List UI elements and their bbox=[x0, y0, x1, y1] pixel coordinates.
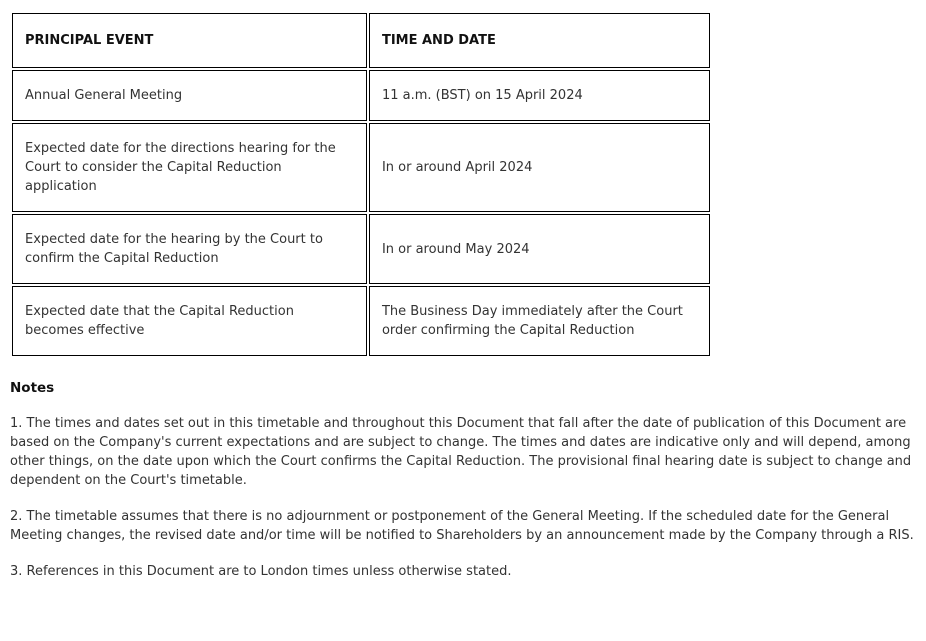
notes-section: Notes 1. The times and dates set out in … bbox=[10, 379, 916, 581]
table-row: Expected date for the hearing by the Cou… bbox=[12, 214, 710, 284]
column-header-time-and-date: TIME AND DATE bbox=[368, 13, 710, 68]
timetable-table: PRINCIPAL EVENT TIME AND DATE Annual Gen… bbox=[10, 11, 712, 358]
notes-heading: Notes bbox=[10, 380, 55, 396]
table-row: Annual General Meeting 11 a.m. (BST) on … bbox=[12, 70, 710, 121]
event-cell: Expected date that the Capital Reduction… bbox=[12, 286, 367, 356]
column-header-principal-event: PRINCIPAL EVENT bbox=[12, 13, 367, 68]
note-item-2: 2. The timetable assumes that there is n… bbox=[10, 509, 914, 543]
table-header-row: PRINCIPAL EVENT TIME AND DATE bbox=[12, 13, 710, 68]
note-item-1: 1. The times and dates set out in this t… bbox=[10, 416, 912, 488]
table-row: Expected date that the Capital Reduction… bbox=[12, 286, 710, 356]
time-cell: 11 a.m. (BST) on 15 April 2024 bbox=[368, 70, 710, 121]
table-row: Expected date for the directions hearing… bbox=[12, 123, 710, 212]
time-cell: The Business Day immediately after the C… bbox=[368, 286, 710, 356]
time-cell: In or around May 2024 bbox=[368, 214, 710, 284]
time-cell: In or around April 2024 bbox=[368, 123, 710, 212]
event-cell: Annual General Meeting bbox=[12, 70, 367, 121]
event-cell: Expected date for the directions hearing… bbox=[12, 123, 367, 212]
event-cell: Expected date for the hearing by the Cou… bbox=[12, 214, 367, 284]
note-item-3: 3. References in this Document are to Lo… bbox=[10, 564, 512, 579]
